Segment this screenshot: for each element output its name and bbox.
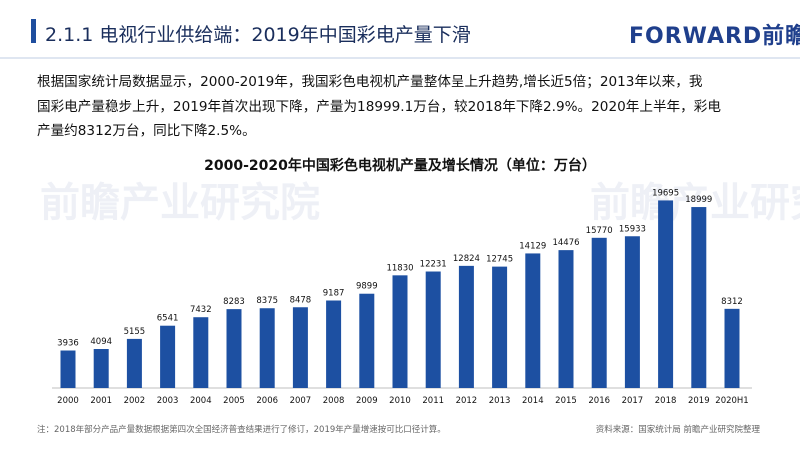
x-tick-label-2003: 2003	[157, 396, 179, 406]
x-tick-label-2015: 2015	[555, 396, 577, 406]
data-label-2011: 12231	[420, 260, 447, 270]
x-tick-label-2013: 2013	[489, 396, 511, 406]
data-label-2013: 12745	[486, 255, 513, 265]
bar-2005	[226, 309, 242, 388]
bar-2008	[326, 300, 342, 388]
bar-2006	[259, 308, 275, 388]
data-label-2018: 19695	[652, 188, 679, 198]
bar-2014	[525, 253, 541, 388]
data-label-2015: 14476	[552, 238, 579, 248]
data-label-2007: 8478	[290, 295, 312, 305]
data-label-2002: 5155	[124, 327, 146, 337]
x-tick-label-2012: 2012	[456, 396, 478, 406]
x-tick-label-2009: 2009	[356, 396, 378, 406]
x-tick-label-2008: 2008	[323, 396, 345, 406]
bar-2016	[591, 237, 607, 388]
x-tick-label-2020H1: 2020H1	[715, 396, 748, 406]
x-tick-label-2010: 2010	[389, 396, 411, 406]
watermark-left: 前瞻产业研究院	[40, 180, 320, 226]
bar-chart: 3936 2000 4094 2001 5155 2002 6541 2003 7432 2004…	[52, 188, 752, 406]
x-tick-label-2018: 2018	[655, 396, 677, 406]
title-accent-bar	[31, 19, 36, 43]
x-tick-label-2019: 2019	[688, 396, 710, 406]
bar-2011	[425, 271, 441, 388]
x-tick-label-2016: 2016	[588, 396, 610, 406]
data-label-2020H1: 8312	[721, 297, 743, 307]
data-label-2000: 3936	[57, 339, 79, 349]
bar-2010	[392, 275, 408, 388]
data-label-2012: 12824	[453, 254, 480, 264]
bar-2018	[658, 200, 674, 388]
bar-2019	[691, 207, 707, 388]
data-label-2019: 18999	[685, 195, 712, 205]
data-label-2005: 8283	[223, 297, 245, 307]
bar-2003	[160, 325, 176, 388]
source-note: 资料来源：国家统计局 前瞻产业研究院整理	[595, 425, 760, 435]
intro-line: 国彩电产量稳步上升，2019年首次出现下降，产量为18999.1万台，较2018…	[37, 98, 721, 115]
data-label-2008: 9187	[323, 289, 345, 299]
data-label-2014: 14129	[519, 241, 546, 251]
data-label-2010: 11830	[386, 263, 413, 273]
header: 2.1.1 电视行业供给端：2019年中国彩电产量下滑 FORWARD前瞻	[0, 0, 800, 49]
x-tick-label-2011: 2011	[422, 396, 444, 406]
x-tick-label-2006: 2006	[256, 396, 278, 406]
x-tick-label-2001: 2001	[90, 396, 112, 406]
x-tick-label-2004: 2004	[190, 396, 212, 406]
x-tick-label-2017: 2017	[622, 396, 644, 406]
bar-2001	[93, 349, 109, 388]
x-tick-label-2014: 2014	[522, 396, 544, 406]
data-label-2016: 15770	[586, 226, 613, 236]
x-tick-label-2002: 2002	[124, 396, 146, 406]
intro-line: 产量约8312万台，同比下降2.5%。	[37, 123, 256, 139]
data-label-2006: 8375	[256, 296, 278, 306]
bar-2009	[359, 293, 375, 388]
bar-2020H1	[724, 308, 740, 388]
bar-2017	[624, 236, 640, 388]
data-label-2001: 4094	[90, 337, 112, 347]
page-title: 2.1.1 电视行业供给端：2019年中国彩电产量下滑	[45, 24, 471, 46]
data-label-2004: 7432	[190, 305, 212, 315]
x-tick-label-2007: 2007	[290, 396, 312, 406]
bar-2004	[193, 317, 209, 388]
x-tick-label-2005: 2005	[223, 396, 245, 406]
x-tick-label-2000: 2000	[57, 396, 79, 406]
data-label-2017: 15933	[619, 224, 646, 234]
chart-title: 2000-2020年中国彩色电视机产量及增长情况（单位：万台）	[204, 158, 596, 174]
brand-logo: FORWARD前瞻	[629, 24, 800, 49]
data-label-2003: 6541	[157, 314, 179, 324]
bar-2012	[458, 265, 474, 388]
bar-2015	[558, 250, 574, 388]
header-divider	[0, 57, 800, 59]
bar-2000	[60, 350, 76, 388]
bar-2002	[126, 338, 142, 388]
intro-line: 根据国家统计局数据显示，2000-2019年，我国彩色电视机产量整体呈上升趋势,…	[37, 74, 703, 90]
data-label-2009: 9899	[356, 282, 378, 292]
footnote: 注：2018年部分产品产量数据根据第四次全国经济普查结果进行了修订，2019年产…	[37, 425, 446, 435]
bar-2013	[492, 266, 508, 388]
intro-paragraph: 根据国家统计局数据显示，2000-2019年，我国彩色电视机产量整体呈上升趋势,…	[37, 70, 772, 144]
bar-2007	[292, 307, 308, 388]
